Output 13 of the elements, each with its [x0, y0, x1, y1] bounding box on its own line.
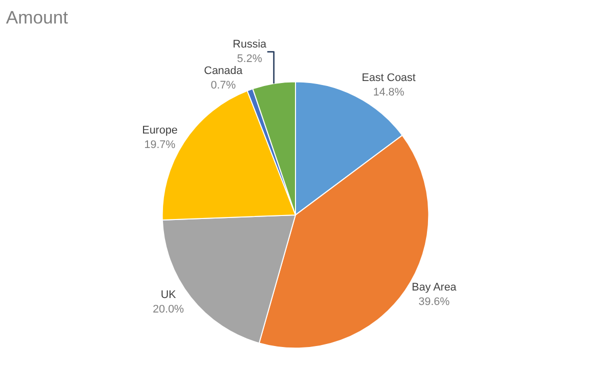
slice-label: Russia	[232, 38, 268, 51]
slice-label: Bay Area	[412, 282, 458, 294]
data-label: 5.2%	[237, 52, 262, 65]
data-label: 39.6%	[418, 296, 450, 308]
slice-label: UK	[160, 289, 177, 302]
data-label: 0.7%	[210, 79, 236, 92]
slice-label: East Coast	[362, 72, 416, 84]
chart-title: Amount	[6, 8, 68, 28]
slice-label: Canada	[204, 64, 244, 77]
data-label: 14.8%	[373, 86, 405, 99]
slice-label: Europe	[142, 124, 178, 137]
data-label: 19.7%	[144, 138, 176, 151]
data-label: 20.0%	[152, 303, 184, 316]
